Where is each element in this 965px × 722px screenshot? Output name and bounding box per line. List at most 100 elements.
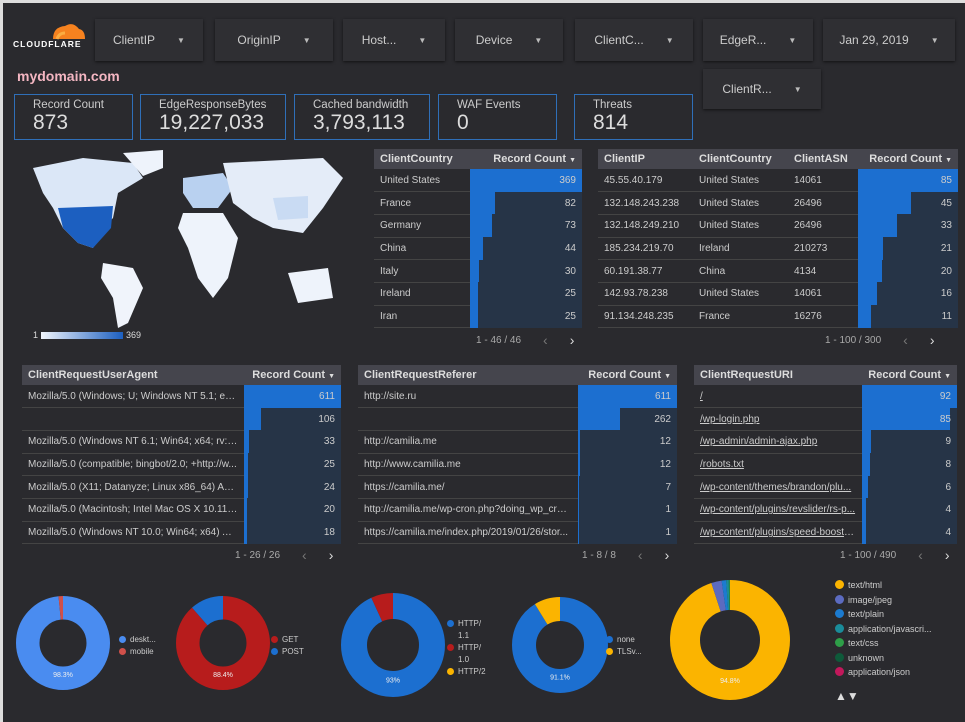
table-row[interactable]: 132.148.249.210 United States 26496 33 xyxy=(598,214,958,238)
table-row[interactable]: /wp-admin/admin-ajax.php 9 xyxy=(694,430,957,454)
table-row[interactable]: /wp-content/plugins/revslider/rs-p... 4 xyxy=(694,498,957,522)
table-row[interactable]: 60.191.38.77 China 4134 20 xyxy=(598,259,958,283)
column-header[interactable]: Record Count ▼ xyxy=(244,365,341,385)
donut-slice[interactable] xyxy=(670,580,790,700)
filter-edge-response[interactable]: EdgeR... ▼ xyxy=(703,19,813,61)
table-row[interactable]: Mozilla/5.0 (Macintosh; Intel Mac OS X 1… xyxy=(22,498,341,522)
legend-item[interactable]: POST xyxy=(271,646,305,658)
column-header[interactable]: Record Count ▼ xyxy=(858,149,958,169)
uri-link[interactable]: /wp-content/themes/brandon/plu... xyxy=(700,481,852,493)
prev-page-icon[interactable]: ‹ xyxy=(903,332,908,348)
filter-device[interactable]: Device ▼ xyxy=(455,19,563,61)
column-header[interactable]: Record Count ▼ xyxy=(862,365,957,385)
uri-cell[interactable]: /wp-content/plugins/revslider/rs-p... xyxy=(694,498,862,522)
uri-link[interactable]: /wp-admin/admin-ajax.php xyxy=(700,436,818,448)
column-header[interactable]: ClientRequestUserAgent xyxy=(22,365,244,385)
table-row[interactable]: 262 xyxy=(358,407,677,431)
table-row[interactable]: Mozilla/5.0 (Windows NT 10.0; Win64; x64… xyxy=(22,521,341,545)
legend-item[interactable]: deskt... xyxy=(119,634,156,646)
legend-scroll-arrows[interactable]: ▲▼ xyxy=(835,689,859,703)
uri-cell[interactable]: /wp-login.php xyxy=(694,407,862,431)
table-row[interactable]: China 44 xyxy=(374,237,582,261)
next-page-icon[interactable]: › xyxy=(944,547,950,563)
table-row[interactable]: /wp-login.php 85 xyxy=(694,407,957,431)
table-row[interactable]: http://www.camilia.me 12 xyxy=(358,453,677,477)
table-row[interactable]: Ireland 25 xyxy=(374,282,582,306)
table-row[interactable]: Mozilla/5.0 (X11; Datanyze; Linux x86_64… xyxy=(22,475,341,499)
legend-item[interactable]: image/jpeg xyxy=(835,593,955,608)
filter-client-country[interactable]: ClientC... ▼ xyxy=(575,19,693,61)
filter-client-ip[interactable]: ClientIP ▼ xyxy=(95,19,203,61)
prev-page-icon[interactable]: ‹ xyxy=(637,547,643,563)
legend-item[interactable]: application/javascri... xyxy=(835,622,955,637)
legend-item[interactable]: TLSv... xyxy=(606,646,642,658)
table-row[interactable]: Iran 25 xyxy=(374,305,582,329)
legend-item[interactable]: unknown xyxy=(835,651,955,666)
table-row[interactable]: Mozilla/5.0 (compatible; bingbot/2.0; +h… xyxy=(22,453,341,477)
uri-cell[interactable]: /wp-content/plugins/speed-booste... xyxy=(694,521,862,545)
legend-item[interactable]: text/css xyxy=(835,636,955,651)
next-page-icon[interactable]: › xyxy=(929,332,935,348)
filter-origin-ip[interactable]: OriginIP ▼ xyxy=(215,19,333,61)
uri-link[interactable]: / xyxy=(700,390,703,402)
table-row[interactable]: France 82 xyxy=(374,191,582,215)
donut-slice[interactable] xyxy=(176,596,270,690)
column-header[interactable]: ClientRequestReferer xyxy=(358,365,578,385)
legend-item[interactable]: HTTP/2 xyxy=(447,666,486,678)
legend-item[interactable]: mobile xyxy=(119,646,154,658)
next-page-icon[interactable]: › xyxy=(664,547,670,563)
table-row[interactable]: https://camilia.me/index.php/2019/01/26/… xyxy=(358,521,677,545)
legend-item[interactable]: none xyxy=(606,634,640,646)
date-range-picker[interactable]: Jan 29, 2019 ▼ xyxy=(823,19,955,61)
legend-item[interactable]: HTTP/ 1.0 xyxy=(447,642,481,666)
donut-slice[interactable] xyxy=(341,593,445,697)
filter-host[interactable]: Host... ▼ xyxy=(343,19,445,61)
prev-page-icon[interactable]: ‹ xyxy=(543,332,548,348)
uri-cell[interactable]: /wp-content/themes/brandon/plu... xyxy=(694,475,862,499)
table-row[interactable]: 132.148.243.238 United States 26496 45 xyxy=(598,191,958,215)
donut-slice[interactable] xyxy=(16,596,110,690)
legend-item[interactable]: GET xyxy=(271,634,305,646)
donut-slice[interactable] xyxy=(16,596,110,690)
legend-item[interactable]: text/html xyxy=(835,578,955,593)
next-page-icon[interactable]: › xyxy=(569,332,575,348)
next-page-icon[interactable]: › xyxy=(328,547,334,563)
table-row[interactable]: 106 xyxy=(22,407,341,431)
table-row[interactable]: /wp-content/plugins/speed-booste... 4 xyxy=(694,521,957,545)
uri-cell[interactable]: / xyxy=(694,385,862,409)
world-map[interactable] xyxy=(23,148,353,338)
donut-slice[interactable] xyxy=(512,597,608,693)
table-row[interactable]: /wp-content/themes/brandon/plu... 6 xyxy=(694,475,957,499)
table-row[interactable]: http://site.ru 611 xyxy=(358,385,677,409)
prev-page-icon[interactable]: ‹ xyxy=(918,547,923,563)
column-header[interactable]: ClientIP xyxy=(598,149,693,169)
table-row[interactable]: 45.55.40.179 United States 14061 85 xyxy=(598,169,958,193)
table-row[interactable]: /robots.txt 8 xyxy=(694,453,957,477)
uri-link[interactable]: /wp-content/plugins/speed-booste... xyxy=(700,526,858,538)
table-row[interactable]: Mozilla/5.0 (Windows NT 6.1; Win64; x64;… xyxy=(22,430,341,454)
table-row[interactable]: United States 369 xyxy=(374,169,582,193)
table-row[interactable]: / 92 xyxy=(694,385,957,409)
table-row[interactable]: https://camilia.me/7 xyxy=(358,475,677,499)
uri-cell[interactable]: /wp-admin/admin-ajax.php xyxy=(694,430,862,454)
donut-slice[interactable] xyxy=(341,593,445,697)
column-header[interactable]: ClientRequestURI xyxy=(694,365,862,385)
uri-link[interactable]: /wp-content/plugins/revslider/rs-p... xyxy=(700,504,856,516)
column-header[interactable]: Record Count ▼ xyxy=(578,365,677,385)
legend-item[interactable]: HTTP/ 1.1 xyxy=(447,618,481,642)
table-row[interactable]: Mozilla/5.0 (Windows; U; Windows NT 5.1;… xyxy=(22,385,341,409)
table-row[interactable]: 91.134.248.235 France 16276 11 xyxy=(598,305,958,329)
table-row[interactable]: 142.93.78.238 United States 14061 16 xyxy=(598,282,958,306)
uri-link[interactable]: /robots.txt xyxy=(700,458,744,470)
column-header[interactable]: ClientCountry xyxy=(374,149,470,169)
table-row[interactable]: 185.234.219.70 Ireland 210273 21 xyxy=(598,237,958,261)
prev-page-icon[interactable]: ‹ xyxy=(302,547,307,563)
table-row[interactable]: http://camilia.me 12 xyxy=(358,430,677,454)
uri-link[interactable]: /wp-login.php xyxy=(700,413,760,425)
table-row[interactable]: Italy 30 xyxy=(374,259,582,283)
filter-client-r[interactable]: ClientR... ▼ xyxy=(703,69,821,109)
uri-cell[interactable]: /robots.txt xyxy=(694,453,862,477)
column-header[interactable]: ClientCountry xyxy=(693,149,788,169)
column-header[interactable]: Record Count ▼ xyxy=(470,149,582,169)
table-row[interactable]: Germany 73 xyxy=(374,214,582,238)
